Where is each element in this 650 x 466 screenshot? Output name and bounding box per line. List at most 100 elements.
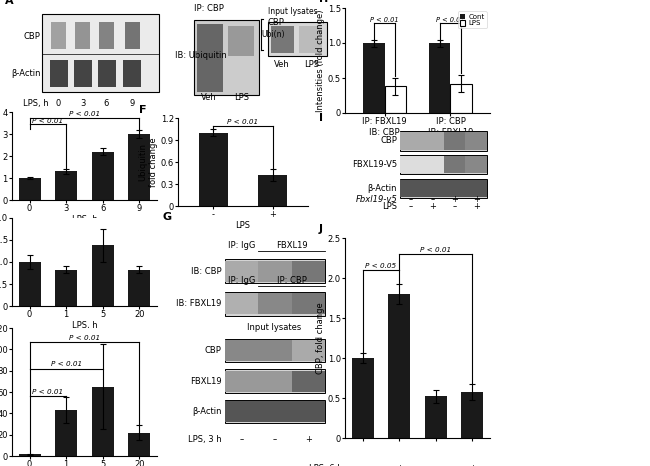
Bar xyxy=(258,294,292,315)
Bar xyxy=(92,387,114,456)
Bar xyxy=(258,340,292,361)
Bar xyxy=(225,370,258,391)
Bar xyxy=(462,391,484,438)
Text: P < 0.01: P < 0.01 xyxy=(69,111,100,117)
Bar xyxy=(225,292,326,315)
Text: Veh: Veh xyxy=(274,60,290,69)
Bar xyxy=(99,22,114,49)
Text: FBXL19-V5: FBXL19-V5 xyxy=(352,160,397,169)
Bar xyxy=(194,20,259,96)
Bar xyxy=(225,400,326,423)
Text: I: I xyxy=(319,114,323,123)
Bar xyxy=(258,401,292,422)
Text: -: - xyxy=(361,464,364,466)
Bar xyxy=(98,60,116,87)
Text: IP: CBP: IP: CBP xyxy=(277,276,307,285)
Text: F: F xyxy=(139,105,146,115)
Bar xyxy=(225,339,326,363)
Text: 0: 0 xyxy=(56,99,61,108)
Bar xyxy=(292,370,326,391)
Bar xyxy=(225,260,326,283)
Bar xyxy=(465,156,487,173)
Bar xyxy=(292,260,326,281)
Bar xyxy=(388,294,410,438)
Bar xyxy=(129,270,150,306)
Text: β-Actin: β-Actin xyxy=(11,69,40,78)
Bar xyxy=(422,132,443,150)
Text: 6: 6 xyxy=(104,99,109,108)
Text: +: + xyxy=(473,202,480,211)
Bar xyxy=(268,22,327,55)
Text: FBXL19: FBXL19 xyxy=(276,241,307,250)
Bar xyxy=(129,432,150,456)
Bar xyxy=(199,133,228,206)
Bar xyxy=(258,175,287,206)
Bar xyxy=(400,155,487,174)
Bar xyxy=(197,24,223,92)
Bar xyxy=(75,22,90,49)
Bar xyxy=(92,151,114,200)
Bar xyxy=(292,401,326,422)
Bar xyxy=(55,171,77,200)
Bar xyxy=(225,340,258,361)
Bar xyxy=(422,156,443,173)
Text: β-Actin: β-Actin xyxy=(368,184,397,193)
Text: –: – xyxy=(239,435,244,444)
Text: IB: FBXL19: IB: FBXL19 xyxy=(176,299,222,308)
Bar xyxy=(125,22,140,49)
Text: FBXL19: FBXL19 xyxy=(190,377,222,386)
Text: Veh: Veh xyxy=(202,93,217,102)
Text: CBP: CBP xyxy=(380,137,397,145)
Y-axis label: Intensities (fold change): Intensities (fold change) xyxy=(316,9,325,112)
Text: IB: CBP: IB: CBP xyxy=(191,267,222,276)
Text: β-Actin: β-Actin xyxy=(192,407,222,416)
Bar xyxy=(352,358,374,438)
Text: +: + xyxy=(305,435,312,444)
Text: P < 0.01: P < 0.01 xyxy=(69,335,100,341)
Bar xyxy=(258,260,292,281)
Text: E: E xyxy=(162,0,170,1)
Bar xyxy=(51,22,66,49)
Text: CBP: CBP xyxy=(268,18,285,27)
X-axis label: LPS: LPS xyxy=(235,220,250,230)
Text: Ubi(n): Ubi(n) xyxy=(262,30,285,39)
X-axis label: LPS, h: LPS, h xyxy=(72,214,98,224)
Text: LPS, 6 h: LPS, 6 h xyxy=(309,464,343,466)
Text: P < 0.01: P < 0.01 xyxy=(421,247,451,253)
Bar xyxy=(443,179,465,197)
Bar xyxy=(129,134,150,200)
Bar xyxy=(19,262,40,306)
Text: LPS: LPS xyxy=(304,60,319,69)
Text: –: – xyxy=(409,202,413,211)
Text: J: J xyxy=(319,224,323,234)
Bar xyxy=(258,370,292,391)
Bar xyxy=(225,401,258,422)
Text: IB: Ubiquitin: IB: Ubiquitin xyxy=(175,51,227,60)
Text: –: – xyxy=(430,195,435,204)
Bar xyxy=(225,260,258,281)
Text: P < 0.01: P < 0.01 xyxy=(32,117,64,123)
Text: P < 0.01: P < 0.01 xyxy=(370,17,399,23)
Bar xyxy=(465,179,487,197)
Bar xyxy=(55,270,77,306)
Bar xyxy=(73,60,92,87)
X-axis label: LPS, h: LPS, h xyxy=(72,321,98,329)
Text: 9: 9 xyxy=(129,99,135,108)
Text: CBP: CBP xyxy=(205,346,222,355)
Bar xyxy=(55,410,77,456)
Text: G: G xyxy=(162,212,172,222)
Text: P < 0.05: P < 0.05 xyxy=(365,263,396,269)
Bar xyxy=(400,178,487,198)
Bar xyxy=(225,370,326,393)
Bar xyxy=(450,83,471,113)
Bar xyxy=(19,178,40,200)
Text: +: + xyxy=(469,464,476,466)
Bar xyxy=(400,132,422,150)
Text: Input lysates: Input lysates xyxy=(268,7,318,16)
Text: P < 0.01: P < 0.01 xyxy=(51,362,82,368)
Text: LPS: LPS xyxy=(234,93,249,102)
Text: LPS, 3 h: LPS, 3 h xyxy=(188,435,222,444)
Bar xyxy=(425,397,447,438)
Text: –: – xyxy=(409,195,413,204)
Text: P < 0.01: P < 0.01 xyxy=(436,17,465,23)
